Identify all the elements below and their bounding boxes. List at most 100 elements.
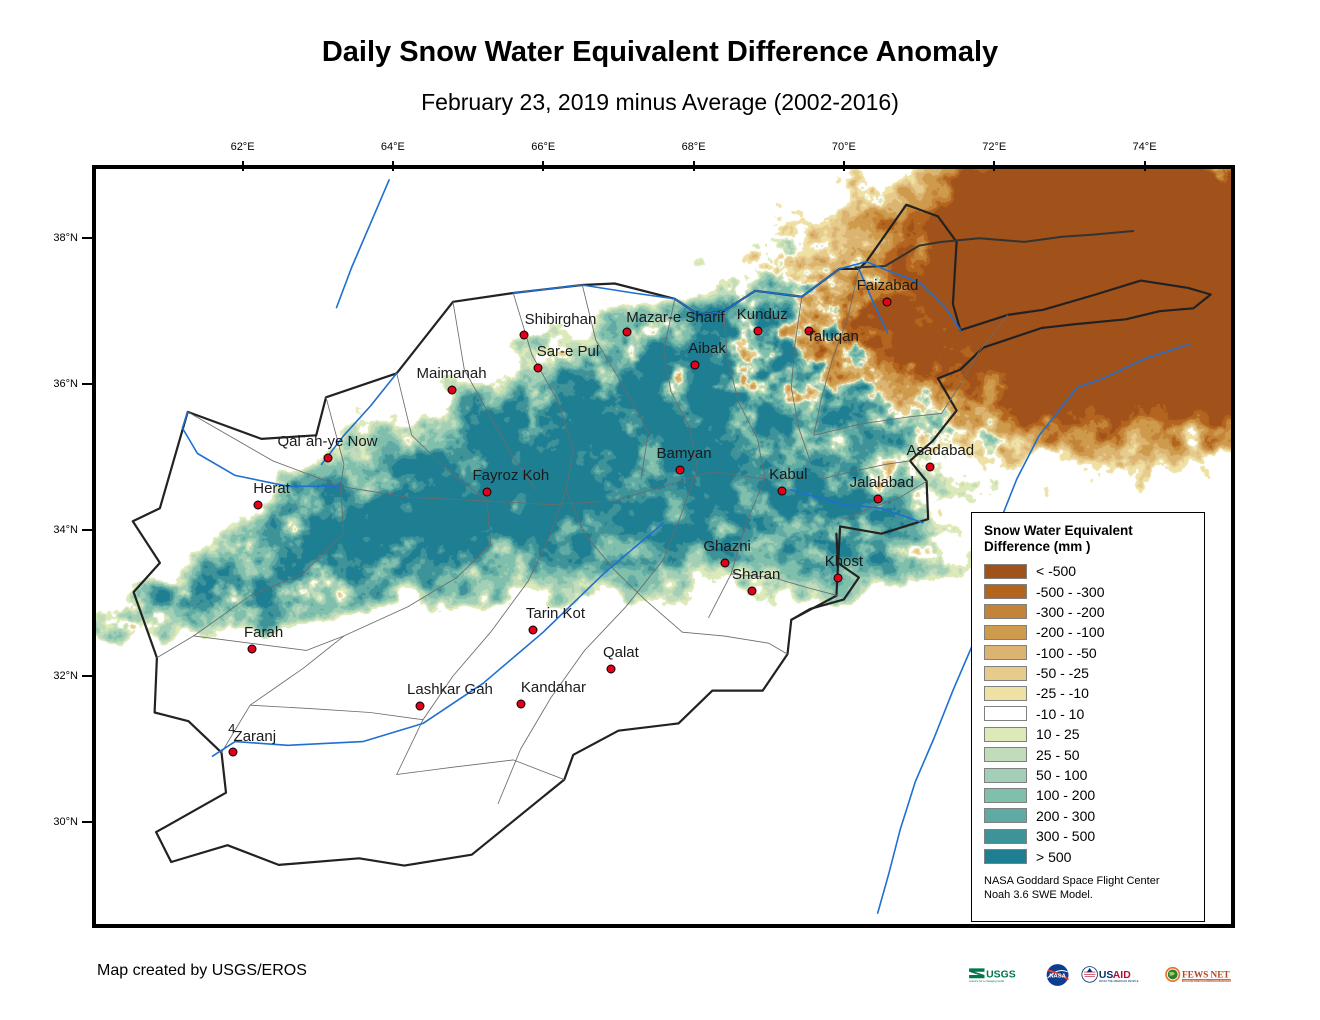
svg-text:FROM THE AMERICAN PEOPLE: FROM THE AMERICAN PEOPLE: [1099, 979, 1139, 983]
svg-text:science for a changing world: science for a changing world: [969, 979, 1004, 983]
province-boundary: [941, 314, 1009, 414]
legend-row: -500 - -300: [984, 581, 1194, 601]
lon-tick: [391, 161, 394, 171]
legend-color-swatch: [984, 726, 1027, 742]
lon-tick: [1143, 161, 1146, 171]
river: [181, 411, 342, 488]
province-boundary: [193, 635, 345, 651]
city-marker-dot[interactable]: [516, 699, 526, 709]
agency-logos: USGS science for a changing world NASA U…: [968, 955, 1234, 995]
city-label: Sharan: [732, 565, 781, 583]
city-marker-dot[interactable]: [873, 494, 883, 504]
tajikistan-border: [854, 230, 1135, 269]
lat-tick-label: 34°N: [53, 524, 78, 537]
legend-range-label: 100 - 200: [1036, 787, 1096, 804]
legend-source-line1: NASA Goddard Space Flight Center: [984, 874, 1160, 887]
legend-row: 25 - 50: [984, 744, 1194, 764]
city-marker-dot[interactable]: [253, 500, 263, 510]
city-label: Sar-e Pul: [536, 343, 600, 361]
province-boundary: [790, 296, 811, 462]
legend-range-label: -200 - -100: [1036, 624, 1105, 641]
legend-row: 100 - 200: [984, 785, 1194, 805]
svg-text:USGS: USGS: [986, 970, 1016, 981]
lon-tick-label: 72°E: [982, 141, 1007, 153]
city-marker-dot[interactable]: [519, 330, 529, 340]
legend-color-swatch: [984, 604, 1027, 620]
city-marker-dot[interactable]: [690, 360, 700, 370]
city-marker-dot[interactable]: [415, 701, 425, 711]
province-boundary: [221, 372, 492, 754]
legend-row: -50 - -25: [984, 663, 1194, 683]
province-boundary: [339, 485, 488, 502]
lon-tick: [241, 161, 244, 171]
legend-panel: Snow Water Equivalent Difference (mm ) <…: [971, 512, 1205, 922]
legend-source-note: NASA Goddard Space Flight Center Noah 3.…: [984, 874, 1194, 903]
city-marker-dot[interactable]: [528, 625, 538, 635]
legend-color-swatch: [984, 767, 1027, 783]
city-marker-dot[interactable]: [804, 326, 814, 336]
province-boundary: [813, 412, 943, 436]
usaid-logo: US AID FROM THE AMERICAN PEOPLE: [1081, 966, 1139, 983]
legend-color-swatch: [984, 685, 1027, 701]
city-marker-dot[interactable]: [747, 586, 757, 596]
river: [335, 179, 390, 309]
fewsnet-logo: FEWS NET FAMINE EARLY WARNING SYSTEMS NE…: [1165, 966, 1232, 982]
legend-range-label: 50 - 100: [1036, 767, 1088, 784]
city-marker-dot[interactable]: [533, 363, 543, 373]
river: [512, 260, 868, 316]
legend-color-swatch: [984, 706, 1027, 722]
river: [858, 268, 889, 334]
city-marker-dot[interactable]: [675, 465, 685, 475]
legend-row: -100 - -50: [984, 643, 1194, 663]
city-label: Faizabad: [856, 277, 919, 295]
legend-title-line1: Snow Water Equivalent: [984, 523, 1133, 538]
page-title: Daily Snow Water Equivalent Difference A…: [321, 36, 999, 68]
province-boundary: [820, 460, 911, 480]
svg-text:FAMINE EARLY WARNING SYSTEMS N: FAMINE EARLY WARNING SYSTEMS NETWORK: [1184, 979, 1232, 982]
river: [865, 260, 962, 331]
legend-range-label: -10 - 10: [1036, 705, 1085, 722]
city-marker-dot[interactable]: [482, 487, 492, 497]
legend-row: > 500: [984, 846, 1194, 866]
map-credit: Map created by USGS/EROS: [97, 962, 307, 979]
lat-tick-label: 36°N: [53, 378, 78, 391]
city-marker-dot[interactable]: [622, 327, 632, 337]
river: [211, 522, 665, 757]
province-boundary: [156, 411, 345, 659]
city-label: Shibirghan: [524, 311, 597, 329]
river: [1076, 343, 1191, 389]
lat-tick: [82, 820, 93, 823]
lat-tick: [82, 237, 93, 240]
city-marker-dot[interactable]: [720, 558, 730, 568]
lon-tick: [542, 161, 545, 171]
province-boundary: [486, 471, 766, 506]
city-marker-dot[interactable]: [833, 573, 843, 583]
city-marker-dot[interactable]: [247, 644, 257, 654]
city-marker-dot[interactable]: [323, 453, 332, 463]
city-marker-dot[interactable]: [777, 486, 787, 496]
city-marker-dot[interactable]: [447, 385, 457, 395]
city-label: Bamyan: [656, 445, 712, 463]
lon-tick-label: 74°E: [1132, 141, 1157, 153]
legend-color-swatch: [984, 584, 1027, 600]
lat-tick-label: 38°N: [53, 232, 78, 245]
city-marker-dot[interactable]: [228, 747, 238, 757]
svg-text:AID: AID: [1113, 970, 1131, 981]
city-marker-dot[interactable]: [925, 462, 935, 472]
city-label: Kabul: [769, 466, 808, 484]
city-marker-dot[interactable]: [753, 326, 763, 336]
city-label: Khost: [824, 553, 864, 571]
city-label: Maimanah: [416, 365, 487, 383]
svg-text:FEWS NET: FEWS NET: [1182, 970, 1230, 980]
legend-row: -10 - 10: [984, 704, 1194, 724]
province-boundary: [452, 301, 537, 491]
map-vector-overlay: [131, 179, 1212, 914]
legend-range-label: 25 - 50: [1036, 746, 1080, 763]
city-marker-dot[interactable]: [882, 297, 892, 307]
afghanistan-border: [131, 203, 1212, 867]
city-marker-dot[interactable]: [606, 664, 616, 674]
legend-range-label: -300 - -200: [1036, 603, 1105, 620]
legend-range-label: 200 - 300: [1036, 807, 1096, 824]
river: [790, 489, 924, 524]
province-boundary: [813, 268, 860, 436]
